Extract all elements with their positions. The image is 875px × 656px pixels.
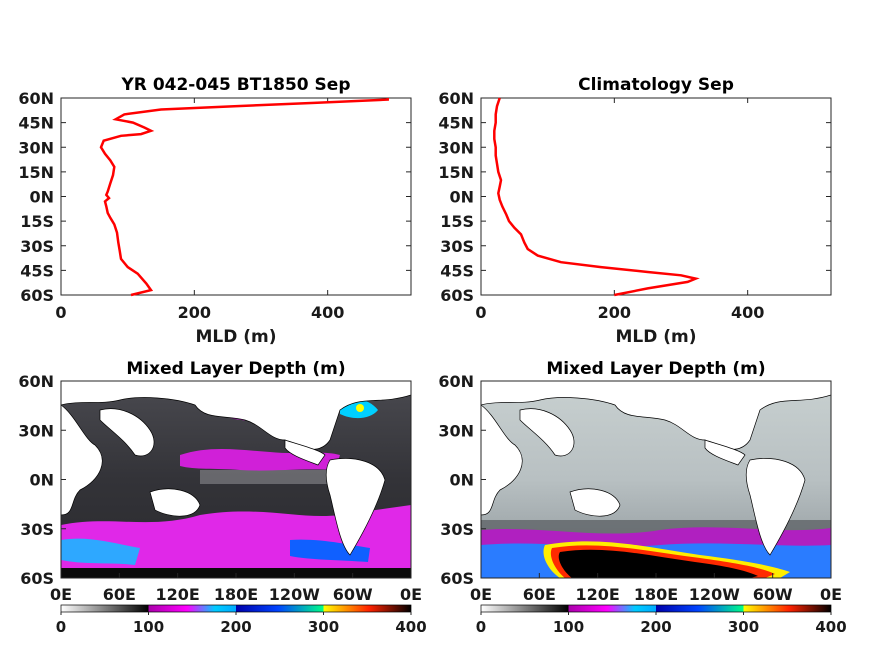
- y-tick-label: 0N: [449, 471, 474, 490]
- x-tick-label: 0: [55, 303, 66, 322]
- y-tick-label: 45S: [20, 261, 54, 280]
- x-tick-label: 0E: [50, 585, 72, 604]
- x-tick-label: 180E: [214, 585, 258, 604]
- colorbar-tick-label: 100: [133, 618, 164, 636]
- x-tick-label: 0E: [820, 585, 842, 604]
- y-tick-label: 60S: [440, 286, 474, 305]
- panel4-title: Mixed Layer Depth (m): [546, 359, 765, 379]
- panel4-colorbar-ticks: 0 100 200 300 400: [476, 612, 847, 636]
- y-tick-label: 60N: [18, 89, 54, 108]
- panel3-colorbar-ticks: 0 100 200 300 400: [56, 612, 427, 636]
- x-tick-label: 200: [598, 303, 631, 322]
- x-tick-label: 120W: [689, 585, 740, 604]
- x-tick-label: 400: [731, 303, 764, 322]
- colorbar-tick-label: 400: [395, 618, 426, 636]
- y-tick-label: 0N: [29, 471, 54, 490]
- y-tick-label: 60N: [438, 89, 474, 108]
- panel2-axes: [480, 97, 832, 296]
- panel4-colorbar: [480, 604, 832, 613]
- colorbar-tick-label: 300: [728, 618, 759, 636]
- y-tick-label: 15S: [440, 212, 474, 231]
- panel1-axes: [60, 97, 412, 296]
- colorbar-tick-label: 300: [308, 618, 339, 636]
- panel1-x-ticks: 0 200 400: [55, 98, 344, 322]
- x-tick-label: 60E: [523, 585, 556, 604]
- panel3-map-field: [61, 381, 411, 578]
- y-tick-label: 60S: [440, 569, 474, 588]
- panel1-title: YR 042-045 BT1850 Sep: [121, 75, 351, 95]
- x-tick-label: 120E: [156, 585, 200, 604]
- x-tick-label: 400: [311, 303, 344, 322]
- panel3-y-ticks: 60N 30N 0N 30S 60S: [18, 372, 66, 588]
- panel2-series-line: [493, 97, 700, 297]
- colorbar-tick-label: 400: [815, 618, 846, 636]
- x-tick-label: 120W: [269, 585, 320, 604]
- y-tick-label: 30N: [438, 138, 474, 157]
- colorbar-tick-label: 200: [220, 618, 251, 636]
- y-tick-label: 30N: [438, 421, 474, 440]
- y-tick-label: 45N: [438, 114, 474, 133]
- panel3-x-ticks: 0E 60E 120E 180E 120W 60W 0E: [50, 573, 422, 604]
- panel-profile-model: YR 042-045 BT1850 Sep 60N 45N 30N 15N 0N 15S 3…: [18, 75, 412, 347]
- y-tick-label: 0N: [449, 188, 474, 207]
- y-tick-label: 15N: [438, 163, 474, 182]
- panel3-title: Mixed Layer Depth (m): [126, 359, 345, 379]
- x-tick-label: 0: [475, 303, 486, 322]
- x-tick-label: 180E: [634, 585, 678, 604]
- y-tick-label: 30S: [440, 520, 474, 539]
- panel4-map-field: [481, 381, 831, 578]
- y-tick-label: 30N: [18, 421, 54, 440]
- panel1-xlabel: MLD (m): [195, 327, 276, 347]
- panel2-xlabel: MLD (m): [615, 327, 696, 347]
- y-tick-label: 15S: [20, 212, 54, 231]
- y-tick-label: 30S: [440, 237, 474, 256]
- panel1-series-line: [99, 98, 389, 297]
- x-tick-label: 60W: [753, 585, 793, 604]
- colorbar-tick-label: 100: [553, 618, 584, 636]
- panel2-title: Climatology Sep: [578, 75, 734, 95]
- panel-profile-climatology: Climatology Sep 60N45N30N15N0N15S30S45S6…: [438, 75, 832, 347]
- panel2-x-ticks: 0 200 400: [475, 98, 764, 322]
- panel4-y-ticks: 60N 30N 0N 30S 60S: [438, 372, 486, 588]
- y-tick-label: 60S: [20, 286, 54, 305]
- y-tick-label: 30S: [20, 520, 54, 539]
- colorbar-tick-label: 200: [640, 618, 671, 636]
- panel2-y-ticks: 60N 45N 30N 15N 0N 15S 30S 45S 60S: [438, 89, 831, 305]
- y-tick-label: 0N: [29, 188, 54, 207]
- y-tick-label: 60S: [20, 569, 54, 588]
- panel4-x-ticks: 0E 60E 120E 180E 120W 60W 0E: [470, 573, 842, 604]
- x-tick-label: 60E: [103, 585, 136, 604]
- y-tick-label: 45S: [440, 261, 474, 280]
- y-tick-label: 30N: [18, 138, 54, 157]
- x-tick-label: 120E: [576, 585, 620, 604]
- x-tick-label: 60W: [333, 585, 373, 604]
- x-tick-label: 0E: [400, 585, 422, 604]
- x-tick-label: 0E: [470, 585, 492, 604]
- colorbar-tick-label: 0: [56, 618, 66, 636]
- colorbar-tick-label: 0: [476, 618, 486, 636]
- panel3-colorbar: [60, 604, 412, 613]
- y-tick-label: 45N: [18, 114, 54, 133]
- panel1-y-ticks: 60N 45N 30N 15N 0N 15S 30S 45S 60S: [18, 89, 411, 305]
- y-tick-label: 60N: [438, 372, 474, 391]
- y-tick-label: 60N: [18, 372, 54, 391]
- y-tick-label: 15N: [18, 163, 54, 182]
- y-tick-label: 30S: [20, 237, 54, 256]
- x-tick-label: 200: [178, 303, 211, 322]
